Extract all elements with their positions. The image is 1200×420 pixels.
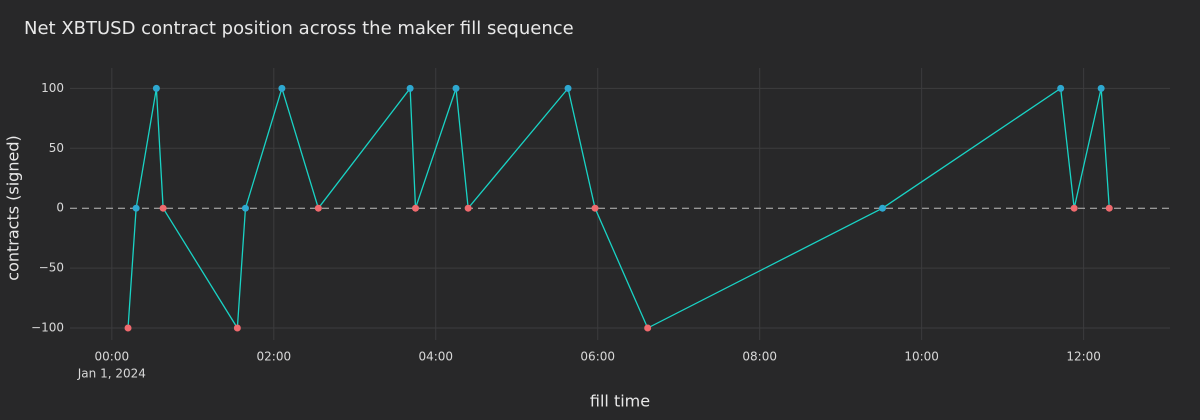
y-tick-label: 100 <box>41 81 64 95</box>
fill-marker <box>241 204 249 212</box>
position-line <box>127 86 1110 331</box>
fill-marker <box>1105 204 1113 212</box>
y-tick-label: −100 <box>31 321 64 335</box>
y-tick-label: 0 <box>56 201 64 215</box>
x-axis-title: fill time <box>590 392 650 411</box>
fill-marker <box>233 324 241 332</box>
fill-marker <box>412 204 420 212</box>
x-tick-label: 12:00 <box>1066 350 1101 364</box>
fill-marker <box>1097 84 1105 92</box>
fill-marker <box>564 84 572 92</box>
fill-marker <box>132 204 140 212</box>
x-tick-label: 06:00 <box>580 350 615 364</box>
y-tick-label: 50 <box>49 141 64 155</box>
fill-marker <box>879 204 887 212</box>
fill-marker <box>464 204 472 212</box>
fill-marker <box>124 324 132 332</box>
fill-marker <box>314 204 322 212</box>
x-tick-label: 02:00 <box>257 350 292 364</box>
y-axis-title: contracts (signed) <box>4 135 23 280</box>
fill-marker <box>591 204 599 212</box>
x-tick-label: 08:00 <box>742 350 777 364</box>
fill-marker <box>452 84 460 92</box>
fill-marker <box>159 204 167 212</box>
fill-marker <box>406 84 414 92</box>
x-tick-label: 10:00 <box>904 350 939 364</box>
x-tick-label: 00:00 <box>95 350 130 364</box>
fill-marker <box>152 84 160 92</box>
chart-title: Net XBTUSD contract position across the … <box>24 18 574 39</box>
grid <box>70 68 1170 340</box>
fill-marker <box>1070 204 1078 212</box>
x-date-label: Jan 1, 2024 <box>77 367 146 381</box>
fill-marker <box>278 84 286 92</box>
fill-marker <box>644 324 652 332</box>
x-tick-label: 04:00 <box>418 350 453 364</box>
y-tick-label: −50 <box>39 261 64 275</box>
fill-marker <box>1057 84 1065 92</box>
